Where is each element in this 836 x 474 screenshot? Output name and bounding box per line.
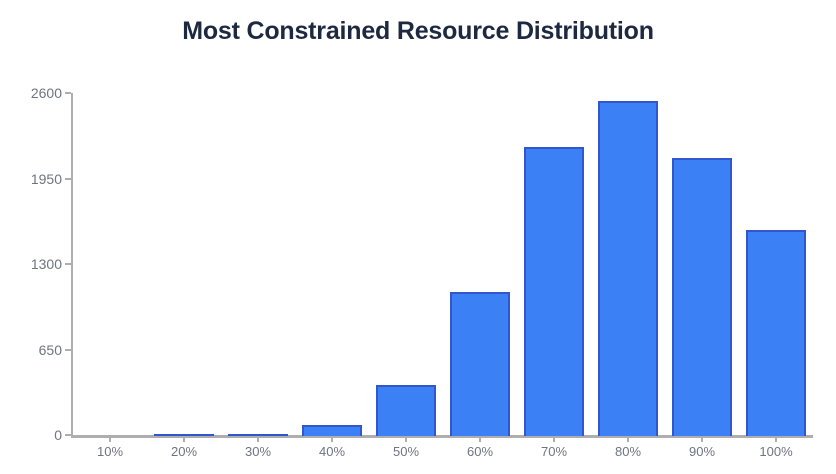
y-tick-mark <box>65 177 71 180</box>
y-tick-mark <box>65 348 71 351</box>
x-tick-mark <box>183 438 185 442</box>
bar-40%[interactable] <box>302 425 362 436</box>
bar-30%[interactable] <box>228 433 288 436</box>
x-tick-mark <box>257 438 259 442</box>
x-tick-label-90%: 90% <box>688 444 716 459</box>
x-tick-label-100%: 100% <box>759 444 793 459</box>
bar-80%[interactable] <box>598 100 658 436</box>
x-tick-label-80%: 80% <box>614 444 642 459</box>
x-tick-mark <box>331 438 333 442</box>
y-tick-mark <box>65 92 71 94</box>
x-tick-label-70%: 70% <box>540 444 568 459</box>
bar-60%[interactable] <box>450 291 510 436</box>
x-tick-mark <box>775 438 777 442</box>
y-tick-label-0: 0 <box>54 427 62 443</box>
bar-70%[interactable] <box>524 147 584 436</box>
bar-90%[interactable] <box>672 157 732 436</box>
x-tick-mark <box>405 438 407 442</box>
y-tick-label-1950: 1950 <box>30 170 62 187</box>
x-tick-label-10%: 10% <box>96 444 124 459</box>
x-tick-label-20%: 20% <box>170 444 198 459</box>
x-tick-mark <box>701 438 703 442</box>
x-tick-label-30%: 30% <box>244 444 272 459</box>
y-tick-label-650: 650 <box>38 341 62 358</box>
y-tick-mark <box>65 434 71 436</box>
x-tick-mark <box>479 438 481 442</box>
x-tick-label-50%: 50% <box>392 444 420 459</box>
bar-50%[interactable] <box>376 385 436 436</box>
bar-20%[interactable] <box>154 434 214 436</box>
x-tick-mark <box>627 438 629 442</box>
y-tick-label-2600: 2600 <box>30 85 62 101</box>
x-tick-label-60%: 60% <box>466 444 494 459</box>
x-tick-mark <box>109 438 111 442</box>
x-axis-line <box>71 435 813 438</box>
y-tick-label-1300: 1300 <box>30 256 62 272</box>
bar-100%[interactable] <box>746 230 806 436</box>
x-tick-label-40%: 40% <box>318 444 346 459</box>
chart-title: Most Constrained Resource Distribution <box>182 17 654 45</box>
x-tick-mark <box>553 438 555 442</box>
y-tick-mark <box>65 263 71 265</box>
y-axis-line <box>71 93 73 438</box>
